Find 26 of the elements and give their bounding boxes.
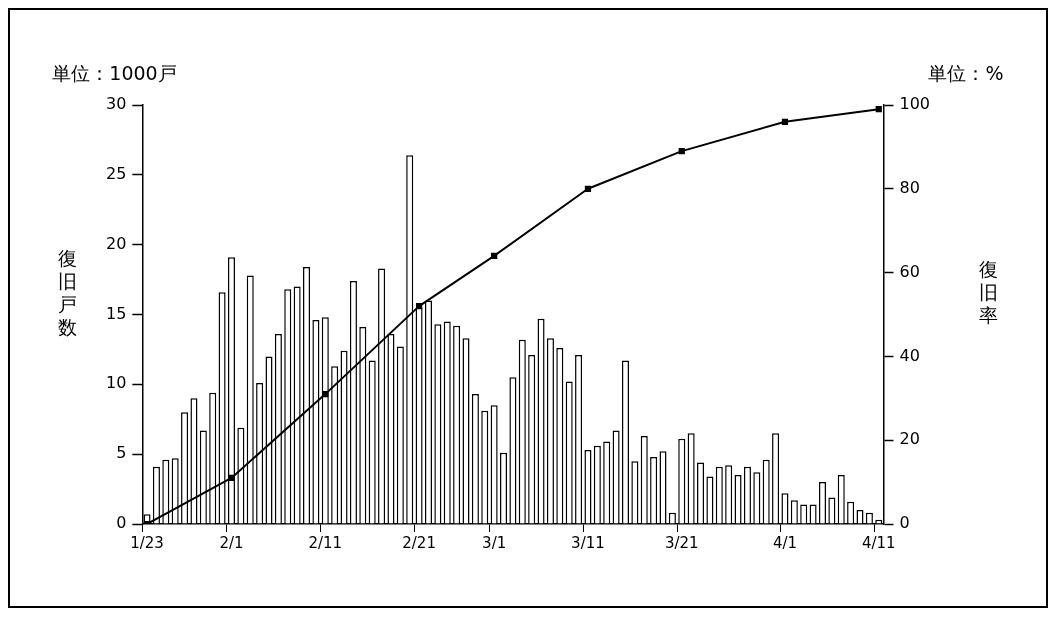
- y2-tick-label: 40: [899, 345, 920, 365]
- y-tick-label: 10: [106, 373, 127, 393]
- x-tick-label: 3/11: [571, 533, 605, 552]
- y-tick-label: 25: [106, 163, 127, 183]
- y-axis-title: 復旧戸数: [57, 246, 77, 338]
- x-tick-label: 3/1: [482, 533, 507, 552]
- y-tick-label: 20: [106, 233, 127, 253]
- x-tick-label: 2/11: [308, 533, 343, 552]
- x-tick-label: 4/11: [861, 533, 896, 552]
- x-tick-label: 1/23: [130, 533, 164, 552]
- y-tick-label: 15: [106, 303, 127, 323]
- y2-tick-label: 20: [899, 429, 920, 449]
- text: 単位：%: [928, 61, 1004, 84]
- y2-tick-label: 0: [899, 513, 910, 533]
- x-tick-label: 4/1: [772, 533, 798, 552]
- y-tick-label: 5: [116, 443, 127, 463]
- text: 単位：1000戸: [52, 61, 177, 84]
- y-tick-label: 0: [116, 513, 127, 533]
- y2-tick-label: 100: [899, 94, 931, 114]
- x-tick-label: 3/21: [664, 533, 699, 552]
- x-tick-label: 2/1: [219, 533, 244, 552]
- x-tick-label: 2/21: [402, 533, 436, 552]
- y2-tick-label: 80: [899, 177, 920, 197]
- y2-axis-title: 復旧率: [978, 258, 998, 327]
- y-tick-label: 30: [106, 94, 127, 114]
- y2-tick-label: 60: [899, 261, 920, 281]
